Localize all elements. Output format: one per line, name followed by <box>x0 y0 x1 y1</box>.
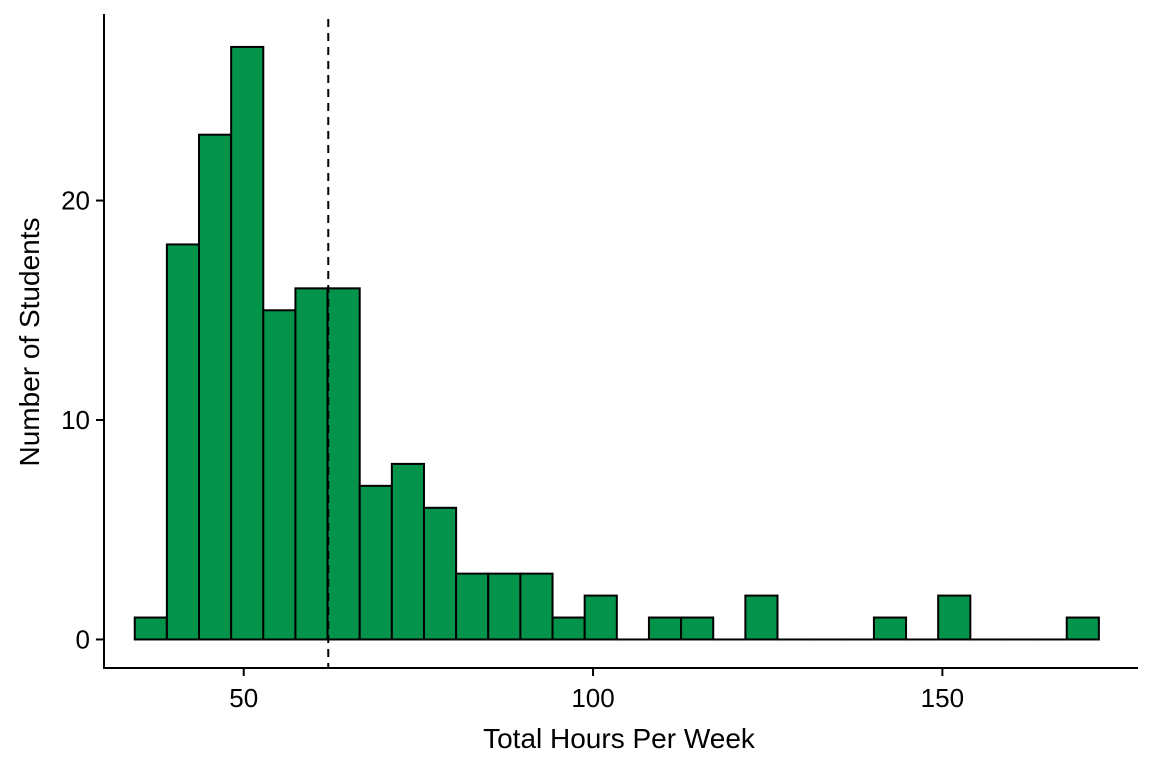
histogram-bar-17 <box>680 616 715 641</box>
y-ticks-group: 0 10 20 <box>61 186 104 654</box>
histogram-bar-13 <box>551 616 586 641</box>
x-tick-label: 50 <box>229 683 258 713</box>
histogram-bar-12 <box>519 572 554 641</box>
histogram-bar-4 <box>262 309 297 641</box>
histogram-bar-11 <box>487 572 522 641</box>
x-tick-label: 150 <box>921 683 964 713</box>
histogram-bar-16 <box>647 616 683 641</box>
y-axis-title: Number of Students <box>14 217 45 466</box>
histogram-bar-19 <box>744 594 779 641</box>
histogram-bar-3 <box>230 45 265 641</box>
bars-group <box>133 45 1100 641</box>
histogram-bar-14 <box>583 594 618 641</box>
histogram-bar-6 <box>326 287 361 641</box>
histogram-bar-9 <box>422 506 458 641</box>
y-tick-label: 20 <box>61 186 90 216</box>
histogram-bar-7 <box>358 484 393 641</box>
histogram-bar-8 <box>390 462 425 641</box>
x-ticks-group: 50 100 150 <box>229 668 964 713</box>
histogram-bar-10 <box>455 572 490 641</box>
histogram-bar-0 <box>133 616 168 641</box>
histogram-bar-23 <box>872 616 908 641</box>
histogram-bar-5 <box>294 287 329 641</box>
y-tick-label: 10 <box>61 405 90 435</box>
histogram-bar-25 <box>937 594 972 641</box>
histogram-bar-29 <box>1065 616 1100 641</box>
y-tick-label: 0 <box>76 624 90 654</box>
x-tick-label: 100 <box>571 683 614 713</box>
histogram-bar-2 <box>198 133 233 641</box>
histogram-bar-1 <box>165 243 201 641</box>
x-axis-title: Total Hours Per Week <box>483 723 756 754</box>
